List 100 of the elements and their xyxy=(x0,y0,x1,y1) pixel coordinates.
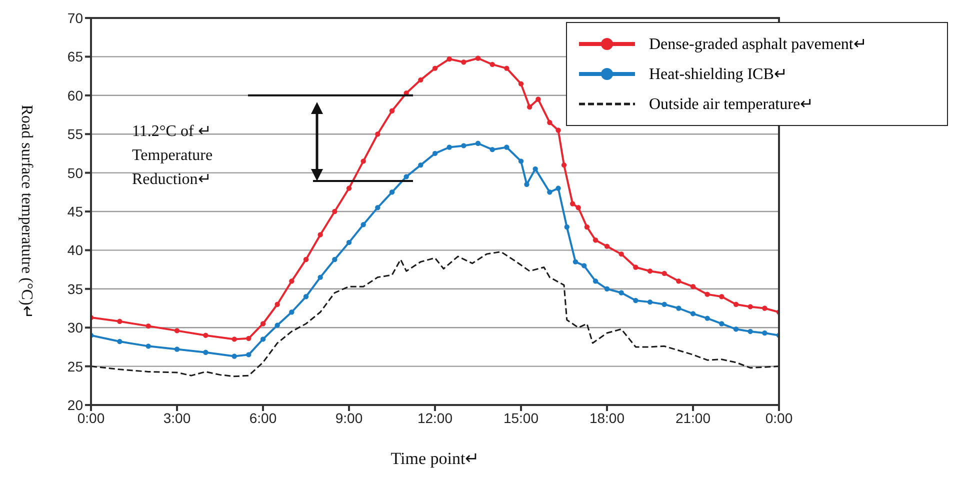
point xyxy=(375,132,380,137)
point xyxy=(676,306,682,311)
point xyxy=(461,143,466,148)
point xyxy=(146,344,151,349)
point xyxy=(203,350,208,355)
point xyxy=(572,259,578,264)
x-axis-title: Time point↵ xyxy=(390,449,480,468)
point xyxy=(690,284,696,290)
annotation: 11.2°C of ↵ Temperature Reduction↵ xyxy=(131,122,214,190)
point xyxy=(274,322,280,328)
point xyxy=(274,302,280,307)
x-tick-label: 18:00 xyxy=(589,410,625,426)
y-axis-title: Road surface temperatutre (°C)↵ xyxy=(18,104,35,318)
point xyxy=(318,274,323,280)
point xyxy=(748,328,753,334)
point xyxy=(389,190,395,195)
y-tick-label: 40 xyxy=(67,242,84,258)
legend-label: Dense-graded asphalt pavement↵ xyxy=(649,35,866,54)
y-tick-label: 25 xyxy=(67,358,84,374)
point xyxy=(704,292,710,297)
point xyxy=(633,264,638,270)
point xyxy=(174,328,180,334)
point xyxy=(289,278,294,284)
point xyxy=(719,294,724,300)
point xyxy=(604,286,610,292)
point xyxy=(647,299,653,305)
point xyxy=(592,278,598,284)
point xyxy=(260,336,266,342)
point xyxy=(618,251,624,257)
point xyxy=(375,205,380,210)
point xyxy=(690,311,696,316)
point xyxy=(704,316,710,321)
point xyxy=(203,332,208,338)
point xyxy=(360,158,366,164)
y-tick-label: 50 xyxy=(67,164,84,181)
y-tick-label: 35 xyxy=(67,280,84,297)
point xyxy=(762,330,768,336)
point xyxy=(490,62,495,68)
point xyxy=(584,224,590,230)
point xyxy=(303,294,309,300)
point xyxy=(389,108,395,114)
y-tick-label: 60 xyxy=(67,87,84,104)
legend-label: Outside air temperature↵ xyxy=(649,95,814,114)
x-tick-label: 6:00 xyxy=(249,410,277,426)
point xyxy=(647,268,653,274)
point xyxy=(504,144,510,150)
point xyxy=(289,310,294,315)
point xyxy=(618,290,624,296)
point xyxy=(404,174,409,180)
point xyxy=(246,352,252,358)
point xyxy=(360,222,366,228)
point xyxy=(762,306,768,311)
point xyxy=(733,302,739,307)
point xyxy=(246,336,252,342)
x-tick-label: 0:00 xyxy=(765,410,793,426)
point xyxy=(232,336,237,342)
point xyxy=(475,56,481,61)
point xyxy=(346,186,352,191)
point xyxy=(432,66,438,71)
x-tick-label: 9:00 xyxy=(335,410,363,426)
y-tick-label: 70 xyxy=(67,10,84,26)
point xyxy=(748,304,753,310)
point xyxy=(547,190,552,195)
x-tick-label: 3:00 xyxy=(163,410,191,426)
point xyxy=(432,150,438,156)
point xyxy=(475,140,481,146)
point xyxy=(576,205,581,210)
point xyxy=(303,256,309,262)
point xyxy=(518,158,524,164)
point xyxy=(547,120,552,126)
point xyxy=(260,321,266,326)
point xyxy=(461,60,466,65)
line-series xyxy=(91,140,779,359)
y-tick-label: 30 xyxy=(67,320,84,336)
point xyxy=(418,77,424,83)
point xyxy=(524,182,530,188)
point xyxy=(446,56,452,62)
point xyxy=(490,146,495,152)
line-series xyxy=(91,251,779,378)
point xyxy=(556,186,561,191)
point xyxy=(556,128,561,133)
point xyxy=(662,270,667,276)
point xyxy=(518,81,524,86)
y-tick-label: 55 xyxy=(67,126,84,142)
point xyxy=(719,321,724,326)
point xyxy=(676,278,682,284)
point xyxy=(581,263,587,268)
point xyxy=(633,298,638,304)
point xyxy=(174,346,180,352)
point xyxy=(570,201,576,206)
point xyxy=(662,302,667,307)
point xyxy=(146,323,151,329)
point xyxy=(504,66,510,71)
point xyxy=(318,232,323,238)
point xyxy=(117,338,122,344)
x-tick-label: 15:00 xyxy=(503,410,539,426)
point xyxy=(332,256,338,262)
point xyxy=(561,162,567,168)
point xyxy=(536,96,541,102)
point xyxy=(117,318,122,324)
